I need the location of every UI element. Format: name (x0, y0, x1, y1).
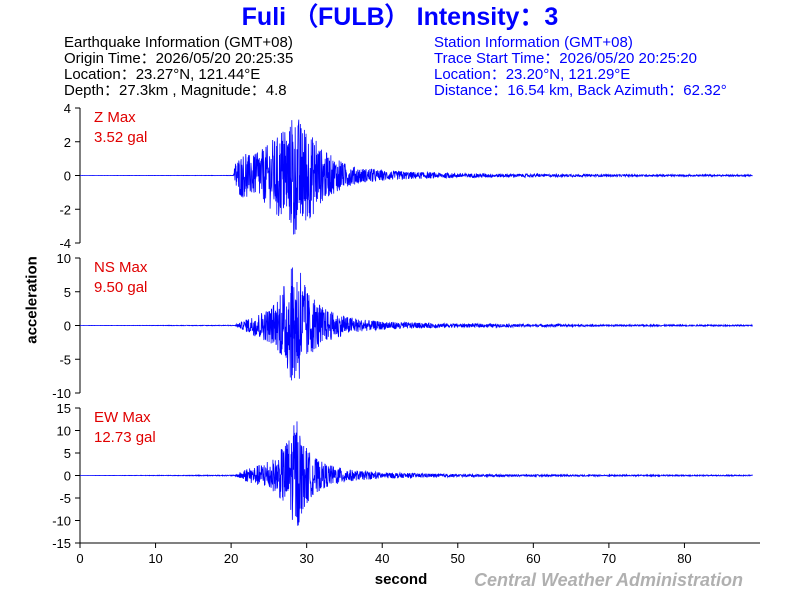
z-waveform-trace (80, 119, 753, 235)
z-y-tick-label: 2 (64, 135, 71, 150)
earthquake-info-heading: Earthquake Information (GMT+08) (64, 34, 293, 51)
ew-y-tick-label: 10 (57, 424, 71, 439)
epicenter-location: Location：23.27°N, 121.44°E (64, 66, 261, 83)
x-tick-label: 20 (224, 551, 238, 566)
z-max-value: 3.52 gal (94, 129, 148, 146)
x-tick-label: 40 (375, 551, 389, 566)
z-y-tick-label: -4 (59, 236, 71, 251)
z-max-label: Z Max (94, 109, 136, 126)
station-location: Location：23.20°N, 121.29°E (434, 66, 631, 83)
ew-y-tick-label: 15 (57, 401, 71, 416)
station-distance: Distance：16.54 km, Back Azimuth：62.32° (434, 82, 727, 99)
origin-time: Origin Time：2026/05/20 20:25:35 (64, 50, 294, 67)
x-tick-label: 60 (526, 551, 540, 566)
ns-y-tick-label: 0 (64, 319, 71, 334)
chart-title: Fuli （FULB） Intensity：3 (241, 3, 559, 31)
depth-magnitude: Depth：27.3km , Magnitude：4.8 (64, 82, 287, 99)
earthquake-info-block: Earthquake Information (GMT+08) Origin T… (64, 35, 293, 99)
x-tick-label: 70 (602, 551, 616, 566)
ew-max-label: EW Max (94, 409, 151, 426)
ns-max-label-block: NS Max 9.50 gal (94, 258, 147, 298)
ns-max-label: NS Max (94, 259, 148, 276)
agency-credit: Central Weather Administration (474, 570, 744, 590)
ew-y-tick-label: -5 (59, 491, 71, 506)
station-info-heading: Station Information (GMT+08) (434, 34, 633, 51)
z-y-tick-label: 4 (64, 101, 71, 116)
ew-y-tick-label: 5 (64, 446, 71, 461)
ew-y-tick-label: 0 (64, 469, 71, 484)
station-info-block: Station Information (GMT+08) Trace Start… (434, 35, 727, 99)
z-y-tick-label: 0 (64, 169, 71, 184)
x-tick-label: 80 (677, 551, 691, 566)
z-max-label-block: Z Max 3.52 gal (94, 108, 147, 148)
x-axis-label: second (374, 571, 428, 588)
ew-max-label-block: EW Max 12.73 gal (94, 408, 156, 448)
y-axis-label: acceleration (23, 256, 41, 344)
x-tick-label: 10 (148, 551, 162, 566)
trace-start-time: Trace Start Time：2026/05/20 20:25:20 (434, 50, 697, 67)
ns-waveform-trace (79, 267, 753, 381)
ew-max-value: 12.73 gal (94, 429, 156, 446)
ns-y-tick-label: 10 (57, 251, 71, 266)
ns-y-tick-label: 5 (64, 285, 71, 300)
ns-y-tick-label: -10 (52, 386, 71, 401)
ew-waveform-trace (79, 421, 753, 526)
x-tick-label: 0 (76, 551, 83, 566)
ew-y-tick-label: -15 (52, 536, 71, 551)
ns-max-value: 9.50 gal (94, 279, 148, 296)
x-tick-label: 50 (451, 551, 465, 566)
x-tick-label: 30 (299, 551, 313, 566)
ns-y-tick-label: -5 (59, 352, 71, 367)
z-y-tick-label: -2 (59, 202, 71, 217)
ew-y-tick-label: -10 (52, 514, 71, 529)
